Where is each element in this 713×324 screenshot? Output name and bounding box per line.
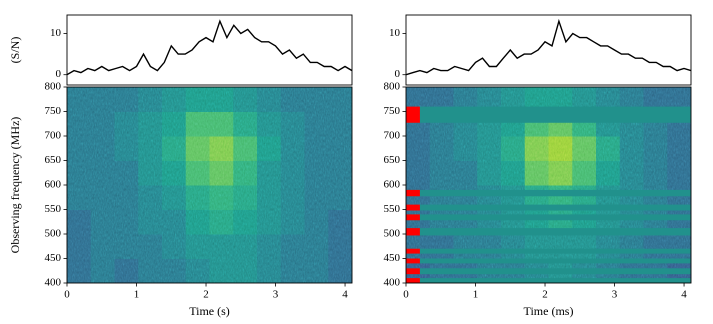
- masked-band: [406, 258, 691, 264]
- masked-band: [406, 228, 691, 236]
- flag-marker: [406, 189, 420, 197]
- masked-band: [406, 189, 691, 197]
- masked-band: [406, 268, 691, 275]
- y-tick-label: 400: [45, 277, 62, 289]
- y-tick-label: 500: [45, 228, 62, 240]
- flag-marker: [406, 258, 420, 264]
- y-axis-label: (S/N): [8, 37, 22, 64]
- masked-band: [406, 214, 691, 221]
- y-tick-label: 450: [384, 252, 401, 264]
- y-tick-label: 700: [384, 130, 401, 142]
- y-tick-label: 750: [384, 105, 401, 117]
- x-tick-label: 0: [403, 289, 409, 301]
- axes-frame: [66, 14, 353, 86]
- y-tick-label: 450: [45, 252, 62, 264]
- sn-line: [406, 18, 691, 76]
- y-tick-label: 650: [45, 154, 62, 166]
- y-tick-label: 10: [50, 27, 62, 39]
- y-tick-label: 800: [45, 81, 62, 93]
- flag-marker: [406, 268, 420, 275]
- flag-marker: [406, 248, 420, 254]
- x-tick-label: 2: [203, 289, 209, 301]
- masked-band: [406, 248, 691, 254]
- x-tick-label: 3: [612, 289, 618, 301]
- x-axis-label: Time (s): [189, 304, 230, 318]
- masked-band: [406, 106, 691, 123]
- x-tick-label: 2: [542, 289, 548, 301]
- flag-marker: [406, 204, 420, 211]
- y-tick-label: 550: [45, 203, 62, 215]
- sn-line: [67, 19, 352, 76]
- y-tick-label: 0: [56, 68, 62, 80]
- plot-area: [67, 87, 352, 283]
- x-tick-label: 4: [681, 289, 687, 301]
- y-axis-label: Observing frequency (MHz): [8, 117, 22, 254]
- plot-area: [406, 18, 691, 76]
- y-tick-label: 600: [45, 179, 62, 191]
- noise-texture: [67, 87, 352, 283]
- flag-marker: [406, 228, 420, 236]
- masked-band: [406, 204, 691, 211]
- y-tick-label: 800: [384, 81, 401, 93]
- flag-marker: [406, 214, 420, 221]
- y-tick-label: 700: [45, 130, 62, 142]
- x-tick-label: 0: [64, 289, 70, 301]
- y-tick-label: 10: [389, 27, 401, 39]
- plot-area: [67, 19, 352, 76]
- y-tick-label: 650: [384, 154, 401, 166]
- axes-frame: [405, 14, 692, 86]
- masked-band: [406, 278, 691, 283]
- x-axis-label: Time (ms): [524, 304, 574, 318]
- y-tick-label: 550: [384, 203, 401, 215]
- y-tick-label: 400: [384, 277, 401, 289]
- plot-area: [406, 87, 691, 283]
- x-tick-label: 1: [473, 289, 479, 301]
- y-tick-label: 600: [384, 179, 401, 191]
- y-tick-label: 0: [395, 68, 401, 80]
- flag-marker: [406, 278, 420, 283]
- y-tick-label: 750: [45, 105, 62, 117]
- flag-marker: [406, 106, 420, 123]
- x-tick-label: 4: [342, 289, 348, 301]
- x-tick-label: 3: [273, 289, 279, 301]
- y-tick-label: 500: [384, 228, 401, 240]
- x-tick-label: 1: [134, 289, 140, 301]
